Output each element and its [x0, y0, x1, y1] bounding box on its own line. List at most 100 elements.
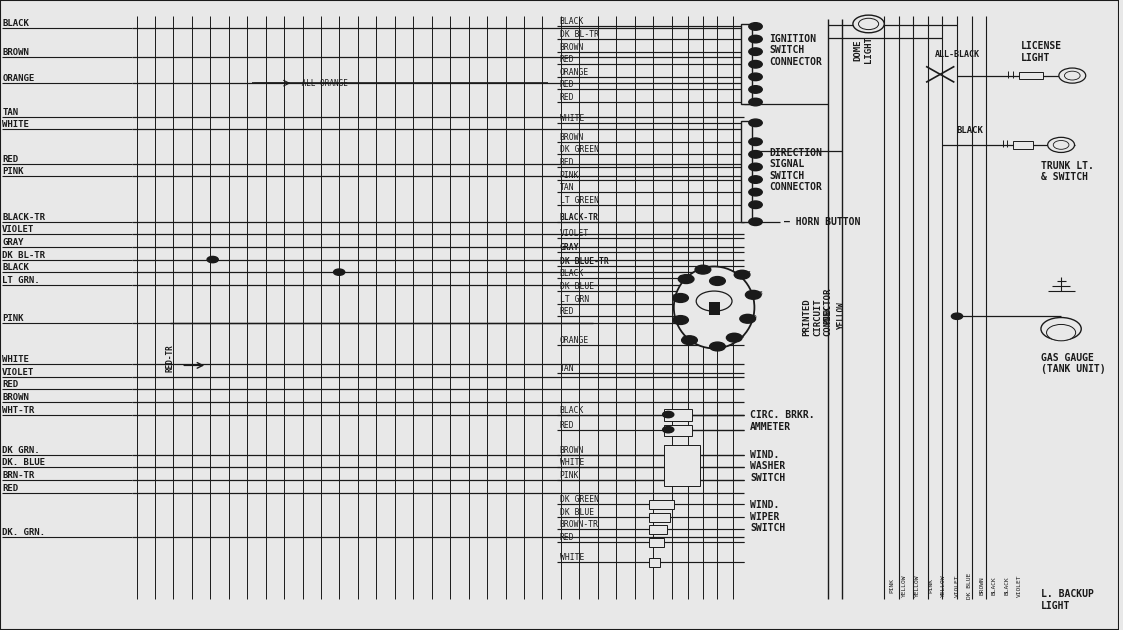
Circle shape [710, 277, 725, 285]
Text: ORANGE: ORANGE [559, 68, 588, 77]
Text: WIND.
WIPER
SWITCH: WIND. WIPER SWITCH [750, 500, 785, 533]
Circle shape [1048, 137, 1075, 152]
Text: DK BL-TR: DK BL-TR [2, 251, 45, 260]
Text: BLACK: BLACK [559, 406, 584, 415]
Text: TAN: TAN [559, 364, 574, 373]
Text: 9: 9 [752, 315, 756, 320]
Circle shape [749, 176, 763, 183]
Text: 11: 11 [721, 343, 728, 348]
Text: BLACK-TR: BLACK-TR [559, 213, 599, 222]
Circle shape [1059, 68, 1086, 83]
Text: BLACK: BLACK [559, 18, 584, 26]
Text: RED: RED [2, 155, 18, 164]
Text: WHITE: WHITE [2, 120, 29, 129]
Text: DK BLUE-TR: DK BLUE-TR [559, 257, 609, 266]
Circle shape [749, 23, 763, 30]
Text: PINK: PINK [824, 306, 833, 324]
Circle shape [695, 265, 711, 274]
Circle shape [734, 270, 750, 279]
Circle shape [663, 411, 674, 418]
Text: DK GRN.: DK GRN. [2, 446, 39, 455]
Text: BLACK: BLACK [559, 270, 584, 278]
Circle shape [852, 15, 884, 33]
Text: DOME
LIGHT: DOME LIGHT [853, 37, 873, 64]
Circle shape [696, 291, 732, 311]
Text: VIOLET: VIOLET [955, 575, 959, 597]
Text: RED: RED [559, 533, 574, 542]
Text: BROWN: BROWN [979, 576, 984, 595]
Text: BROWN: BROWN [559, 133, 584, 142]
Circle shape [682, 336, 697, 345]
Text: VIOLET: VIOLET [2, 368, 35, 377]
Text: 10: 10 [737, 334, 745, 339]
Ellipse shape [674, 266, 755, 348]
Circle shape [663, 427, 674, 433]
Bar [649, 538, 664, 547]
Text: WIND.
WASHER
SWITCH: WIND. WASHER SWITCH [750, 450, 785, 483]
Text: DK BLUE: DK BLUE [967, 573, 971, 599]
Text: BLACK-TR: BLACK-TR [2, 213, 45, 222]
Bar [664, 445, 700, 486]
Text: RED: RED [2, 381, 18, 389]
Text: ALL-BLACK: ALL-BLACK [934, 50, 979, 59]
Text: IGNITION
SWITCH
CONNECTOR: IGNITION SWITCH CONNECTOR [769, 34, 822, 67]
Text: TRUNK LT.
& SWITCH: TRUNK LT. & SWITCH [1041, 161, 1094, 182]
Text: VIOLET: VIOLET [2, 226, 35, 234]
Text: DK BLUE: DK BLUE [559, 508, 594, 517]
Text: VIOLET: VIOLET [1017, 575, 1022, 597]
Text: PINK: PINK [2, 314, 24, 323]
Text: DIRECTION
SIGNAL
SWITCH
CONNECTOR: DIRECTION SIGNAL SWITCH CONNECTOR [769, 147, 822, 193]
Text: WHITE: WHITE [559, 114, 584, 123]
Text: YELLOW: YELLOW [941, 575, 946, 597]
Text: WHITE: WHITE [559, 459, 584, 467]
Text: DK GREEN: DK GREEN [559, 495, 599, 504]
Text: DK. BLUE: DK. BLUE [2, 459, 45, 467]
Text: 6: 6 [722, 277, 727, 282]
Text: CIRC. BRKR.
AMMETER: CIRC. BRKR. AMMETER [750, 410, 814, 432]
Bar [709, 302, 720, 315]
Text: VIOLET: VIOLET [559, 229, 588, 238]
Text: RED: RED [559, 81, 574, 89]
Circle shape [749, 119, 763, 127]
Text: RED: RED [559, 93, 574, 102]
Text: DK GREEN: DK GREEN [559, 146, 599, 154]
Circle shape [951, 313, 962, 319]
Circle shape [749, 151, 763, 158]
Text: 5: 5 [694, 266, 699, 271]
Text: PRINTED
CIRCUIT
CONNECTOR: PRINTED CIRCUIT CONNECTOR [803, 288, 832, 336]
Circle shape [673, 294, 688, 302]
Bar [649, 525, 667, 534]
Text: TAN: TAN [2, 108, 18, 117]
Bar [649, 500, 674, 509]
Text: BLACK: BLACK [957, 127, 984, 135]
Circle shape [746, 290, 761, 299]
Text: BLACK: BLACK [2, 263, 29, 272]
Circle shape [749, 60, 763, 68]
Text: LICENSE
LIGHT: LICENSE LIGHT [1021, 42, 1062, 63]
Text: GRAY: GRAY [2, 238, 24, 247]
Circle shape [673, 316, 688, 324]
Text: ORANGE: ORANGE [559, 336, 588, 345]
Text: RED: RED [559, 55, 574, 64]
Text: BROWN: BROWN [2, 48, 29, 57]
Text: GRAY: GRAY [559, 243, 579, 252]
Circle shape [749, 86, 763, 93]
Circle shape [678, 275, 694, 284]
Text: RED: RED [2, 484, 18, 493]
Text: BLACK: BLACK [1005, 576, 1010, 595]
Circle shape [749, 188, 763, 196]
Circle shape [207, 256, 218, 263]
Circle shape [749, 138, 763, 146]
Circle shape [749, 201, 763, 209]
Text: ORANGE: ORANGE [2, 74, 35, 83]
Circle shape [749, 98, 763, 106]
Text: RED: RED [559, 158, 574, 167]
Text: WHITE: WHITE [2, 355, 29, 364]
Circle shape [749, 218, 763, 226]
Circle shape [1041, 318, 1081, 340]
Text: 3: 3 [672, 294, 676, 299]
Text: TAN: TAN [559, 183, 574, 192]
Text: WHITE: WHITE [559, 553, 584, 562]
Bar [664, 425, 692, 436]
Text: PINK: PINK [2, 168, 24, 176]
